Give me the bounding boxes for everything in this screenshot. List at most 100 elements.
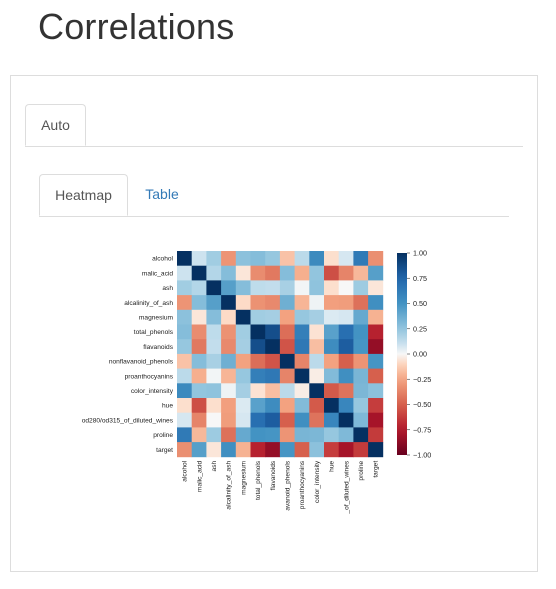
heatmap-cell — [265, 353, 281, 369]
column-tick-label: malic_acid — [196, 460, 203, 491]
heatmap-cell — [309, 412, 325, 428]
heatmap-cell — [250, 427, 266, 443]
column-tick-label: color_intensity — [314, 460, 321, 503]
heatmap-cell — [177, 383, 193, 399]
heatmap-cell — [353, 427, 369, 443]
heatmap-cell — [338, 295, 354, 311]
colorbar-tick-label: −0.75 — [413, 425, 431, 434]
row-tick-label: total_phenols — [134, 329, 174, 336]
heatmap-cell — [221, 442, 237, 458]
heatmap-cell — [206, 442, 222, 458]
heatmap-cell — [338, 353, 354, 369]
heatmap-cell — [250, 412, 266, 428]
heatmap-cell — [279, 251, 295, 267]
heatmap-cell — [353, 398, 369, 414]
heatmap-cell — [279, 398, 295, 414]
heatmap-cell — [279, 412, 295, 428]
heatmap-cell — [368, 427, 384, 443]
heatmap-cell — [324, 309, 340, 325]
column-tick-label: proanthocyanins — [299, 460, 306, 509]
heatmap-cell — [279, 427, 295, 443]
heatmap-cell — [368, 368, 384, 384]
colorbar-tick-label: 1.00 — [413, 249, 427, 258]
heatmap-cell — [279, 368, 295, 384]
colorbar-tick-label: −1.00 — [413, 451, 431, 460]
heatmap-cell — [265, 442, 281, 458]
heatmap-cell — [191, 265, 207, 281]
heatmap-cell — [221, 412, 237, 428]
heatmap-cell — [368, 280, 384, 296]
heatmap-cell — [324, 251, 340, 267]
column-tick-label: magnesium — [240, 460, 247, 495]
tab-auto[interactable]: Auto — [25, 104, 86, 146]
heatmap-cell — [338, 368, 354, 384]
heatmap-cell — [309, 368, 325, 384]
column-tick-label: flavanoids — [270, 460, 277, 490]
heatmap-cell — [324, 442, 340, 458]
heatmap-cell — [191, 280, 207, 296]
heatmap-cell — [279, 309, 295, 325]
heatmap-cell — [368, 398, 384, 414]
row-tick-label: malic_acid — [142, 270, 173, 277]
heatmap-cell — [265, 295, 281, 311]
heatmap-cell — [324, 412, 340, 428]
heatmap-cell — [353, 251, 369, 267]
heatmap-cell — [221, 368, 237, 384]
heatmap-cell — [250, 383, 266, 399]
heatmap-cell — [235, 280, 251, 296]
heatmap-cell — [250, 442, 266, 458]
column-tick-label: total_phenols — [255, 460, 262, 500]
heatmap-cell — [324, 368, 340, 384]
heatmap-cell — [368, 309, 384, 325]
page-title: Correlations — [38, 6, 235, 47]
heatmap-cell — [309, 295, 325, 311]
colorbar-tick-label: 0.75 — [413, 274, 427, 283]
heatmap-cell — [294, 280, 310, 296]
heatmap-cell — [368, 295, 384, 311]
heatmap-cell — [368, 251, 384, 267]
heatmap-cell — [265, 339, 281, 355]
heatmap-cell — [353, 383, 369, 399]
heatmap-cell — [294, 339, 310, 355]
heatmap-cell — [353, 339, 369, 355]
colorbar-tick-label: −0.25 — [413, 375, 431, 384]
row-tick-label: hue — [162, 403, 173, 410]
heatmap-cell — [191, 295, 207, 311]
heatmap-cell — [324, 324, 340, 340]
heatmap-cell — [191, 398, 207, 414]
heatmap-cell — [265, 383, 281, 399]
heatmap-cell — [191, 383, 207, 399]
tab-heatmap[interactable]: Heatmap — [39, 174, 128, 216]
heatmap-cell — [235, 427, 251, 443]
heatmap-cell — [265, 280, 281, 296]
inner-tab-bar: Heatmap Table — [39, 174, 509, 217]
heatmap-cell — [338, 339, 354, 355]
tab-table[interactable]: Table — [145, 186, 179, 202]
heatmap-cell — [309, 324, 325, 340]
heatmap-cell — [294, 427, 310, 443]
row-tick-label: ash — [162, 285, 173, 292]
heatmap-cell — [177, 339, 193, 355]
heatmap-cell — [338, 251, 354, 267]
heatmap-cell — [309, 265, 325, 281]
heatmap-cell — [368, 339, 384, 355]
heatmap-cell — [177, 442, 193, 458]
heatmap-cell — [221, 295, 237, 311]
heatmap-colorbar: 1.00 0.75 0.50 0.25 0.00 −0.25 −0.50 −0.75 −1.00 — [397, 249, 431, 460]
heatmap-cell — [206, 309, 222, 325]
heatmap-cell — [206, 280, 222, 296]
heatmap-cell — [294, 309, 310, 325]
heatmap-cell — [309, 353, 325, 369]
heatmap-cell — [265, 412, 281, 428]
heatmap-cell — [177, 427, 193, 443]
heatmap-cell — [191, 251, 207, 267]
heatmap-cell — [279, 324, 295, 340]
heatmap-cell — [338, 442, 354, 458]
heatmap-cell — [206, 383, 222, 399]
heatmap-cell — [206, 368, 222, 384]
heatmap-cell — [235, 251, 251, 267]
heatmap-cell — [353, 353, 369, 369]
row-tick-label: od280/od315_of_diluted_wines — [82, 417, 174, 424]
heatmap-cell — [235, 412, 251, 428]
